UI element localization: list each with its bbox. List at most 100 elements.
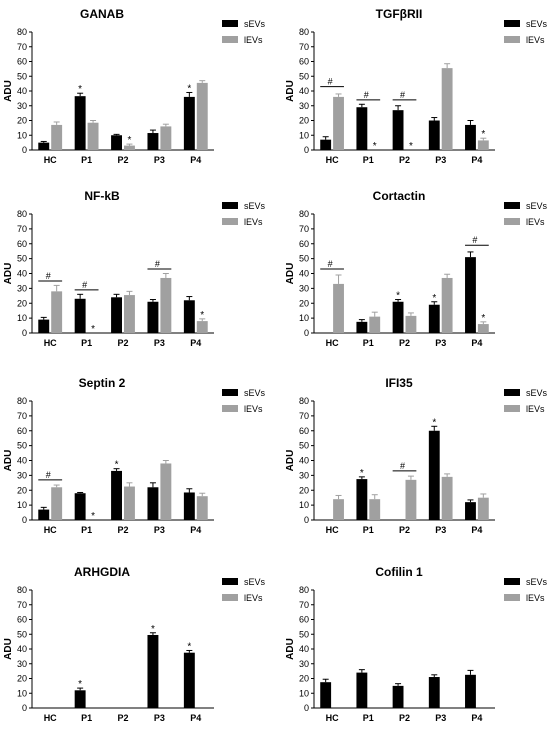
panel-7-x-tick-label: P4 [190,713,201,723]
panel-2-legend-swatch-lEVs [504,36,520,43]
panel-2-x-tick-label: HC [326,155,339,165]
panel-4-y-tick-label: 40 [299,269,309,279]
panel-7-y-tick-label: 70 [17,600,27,610]
panel-3-bracket-label: # [155,259,160,269]
panel-6-bracket-label: # [400,461,405,471]
panel-1-legend-label-lEVs: lEVs [244,35,263,45]
panel-6-bar-lEVs [333,499,344,520]
panel-4-bar-lEVs [333,283,344,333]
panel-5-y-label: ADU [3,450,14,472]
panel-3-y-tick-label: 10 [17,313,27,323]
panel-6-y-label: ADU [285,450,296,472]
panel-4-x-tick-label: P1 [363,338,374,348]
panel-2-bar-sEVs [465,124,476,150]
panel-7-y-tick-label: 30 [17,659,27,669]
panel-2-x-tick-label: P4 [471,155,482,165]
panel-8-bar-sEVs [465,674,476,708]
panel-2-bar-sEVs [392,110,404,150]
panel-3-y-tick-label: 30 [17,283,27,293]
panel-5-legend-swatch-sEVs [222,389,238,396]
panel-7-y-label: ADU [3,638,14,660]
panel-4-bar-lEVs [405,315,417,333]
panel-6-legend-label-lEVs: lEVs [526,404,545,414]
panel-2-x-tick-label: P2 [399,155,410,165]
panel-5-y-tick-label: 10 [17,500,27,510]
panel-6-y-tick-label: 60 [299,426,309,436]
panel-1-y-label: ADU [3,80,14,102]
panel-8-legend-swatch-lEVs [504,594,520,601]
panel-2-bar-sEVs [428,120,440,150]
panel-3-y-tick-label: 0 [22,328,27,338]
panel-5-y-tick-label: 0 [22,515,27,525]
panel-4-y-tick-label: 60 [299,239,309,249]
panel-8-y-tick-label: 20 [299,674,309,684]
panel-4-y-tick-label: 20 [299,298,309,308]
panel-2-x-tick-label: P1 [363,155,374,165]
panel-6-y-tick-label: 20 [299,485,309,495]
panel-8-x-tick-label: HC [326,713,339,723]
panel-5-bar-sEVs [74,493,86,520]
panel-3-bar-lEVs [51,291,63,333]
panel-6-significance-star: * [360,468,364,479]
panel-6-x-tick-label: HC [326,525,339,535]
panel-8-title: Cofilin 1 [375,565,423,579]
panel-4-legend-swatch-lEVs [504,218,520,225]
panel-4-legend-label-sEVs: sEVs [526,201,548,211]
panel-4-x-tick-label: P2 [399,338,410,348]
panel-1-bar-sEVs [74,96,86,150]
panel-1-legend-swatch-sEVs [222,20,238,27]
panel-5-significance-star: * [115,460,119,471]
panel-8-y-tick-label: 60 [299,615,309,625]
panel-4-title: Cortactin [373,189,426,203]
panel-8-y-tick-label: 40 [299,644,309,654]
panel-4-significance-star: * [481,313,485,324]
panel-1-y-tick-label: 80 [17,27,27,37]
panel-6-bar-sEVs [465,502,476,520]
panel-1-significance-star: * [187,83,191,94]
panel-7-y-tick-label: 20 [17,674,27,684]
panel-8-y-tick-label: 80 [299,585,309,595]
panel-6-legend-label-sEVs: sEVs [526,388,548,398]
panel-4-y-tick-label: 10 [299,313,309,323]
panel-3-y-tick-label: 20 [17,298,27,308]
panel-2-significance-star: * [409,141,413,152]
panel-2-bar-sEVs [320,139,332,150]
panel-4-x-tick-label: HC [326,338,339,348]
panel-2-bar-sEVs [356,107,368,150]
panel-1-x-tick-label: P2 [117,155,128,165]
panel-3-legend-label-sEVs: sEVs [244,201,266,211]
panel-4-bar-sEVs [465,257,476,333]
panel-7-y-tick-label: 40 [17,644,27,654]
panel-3-x-tick-label: P1 [81,338,92,348]
panel-6-y-tick-label: 40 [299,456,309,466]
panel-3-y-tick-label: 80 [17,209,27,219]
panel-8-bar-sEVs [428,677,440,708]
panel-2-legend-label-sEVs: sEVs [526,19,548,29]
panel-6-y-tick-label: 80 [299,396,309,406]
panel-1-bar-lEVs [160,126,172,150]
panel-5-bar-lEVs [124,486,135,520]
panel-5-bar-sEVs [183,492,195,520]
panel-2-y-tick-label: 60 [299,57,309,67]
panel-7-bar-sEVs [147,634,159,708]
panel-5-bar-lEVs [196,496,208,520]
panel-3-bracket-label: # [46,271,51,281]
panel-4-bar-sEVs [392,301,404,333]
panel-7-significance-star: * [78,679,82,690]
panel-8-x-tick-label: P2 [399,713,410,723]
panel-5-y-tick-label: 80 [17,396,27,406]
panel-8-x-tick-label: P1 [363,713,374,723]
panel-7-legend-label-lEVs: lEVs [244,593,263,603]
panel-1-bar-sEVs [147,133,159,150]
panel-7-y-tick-label: 0 [22,703,27,713]
panel-2-x-tick-label: P3 [435,155,446,165]
panel-2-y-tick-label: 20 [299,116,309,126]
panel-1-x-tick-label: HC [44,155,57,165]
panel-6-x-tick-label: P3 [435,525,446,535]
panel-5-bar-sEVs [38,509,50,520]
panel-3-bar-lEVs [124,295,135,333]
panel-5-bracket-label: # [46,470,51,480]
panel-8-y-tick-label: 0 [304,703,309,713]
panel-5-y-tick-label: 60 [17,426,27,436]
panel-5-bar-lEVs [51,487,63,520]
